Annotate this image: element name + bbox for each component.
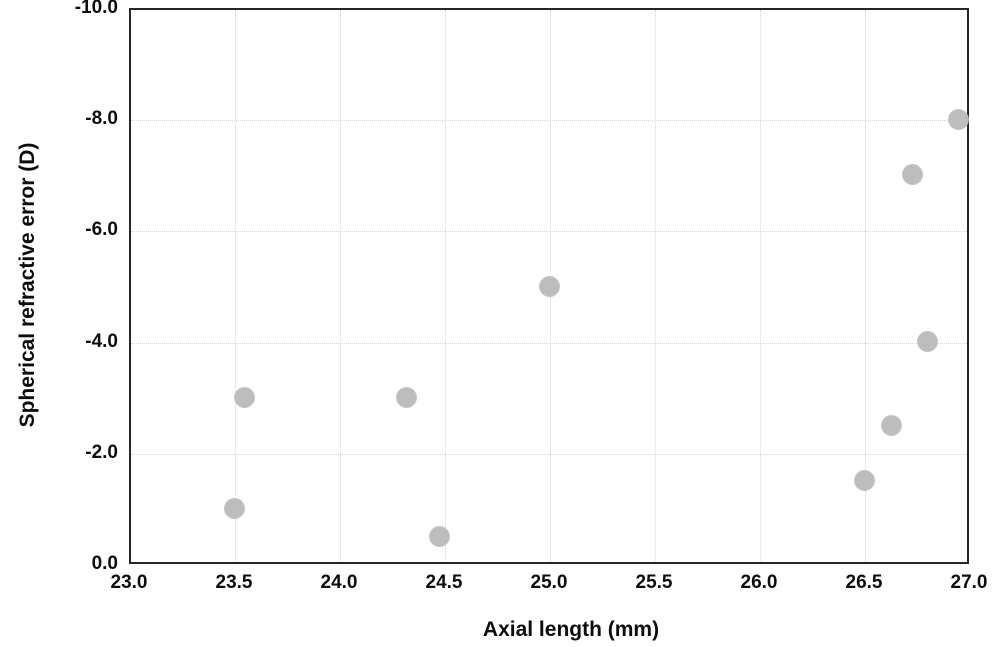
- vertical-gridline: [865, 10, 866, 562]
- horizontal-gridline: [131, 342, 967, 344]
- y-tick-label: -8.0: [85, 108, 118, 130]
- horizontal-gridline: [131, 120, 967, 122]
- x-tick-label: 25.0: [530, 572, 568, 593]
- y-tick-label: 0.0: [91, 553, 118, 574]
- y-tick-label: -4.0: [85, 330, 118, 352]
- y-tick-label: -10.0: [74, 0, 118, 18]
- x-tick-label: 26.0: [740, 572, 778, 593]
- data-point: [916, 331, 938, 353]
- data-point: [429, 525, 451, 547]
- vertical-gridline: [445, 10, 446, 562]
- x-tick-label: 26.5: [845, 572, 883, 593]
- y-axis-title: Spherical refractive error (D): [16, 142, 39, 428]
- x-tick-label: 24.5: [425, 572, 463, 593]
- vertical-gridline: [655, 10, 656, 562]
- data-point: [853, 470, 875, 492]
- data-point: [880, 414, 902, 436]
- plot-area: [129, 8, 969, 564]
- data-point: [234, 386, 255, 408]
- x-tick-label: 23.0: [110, 572, 148, 593]
- data-point: [901, 164, 923, 186]
- x-tick-label: 27.0: [950, 572, 988, 593]
- horizontal-gridline: [131, 231, 967, 233]
- x-axis-title: Axial length (mm): [482, 618, 660, 641]
- y-tick-label: -6.0: [85, 219, 118, 241]
- data-point: [538, 275, 560, 297]
- vertical-gridline: [760, 10, 761, 562]
- y-tick-label: -2.0: [85, 441, 118, 463]
- vertical-gridline: [340, 10, 341, 562]
- data-point: [948, 108, 969, 130]
- data-point: [223, 497, 245, 519]
- x-tick-label: 23.5: [215, 572, 253, 593]
- x-tick-label: 25.5: [635, 572, 673, 593]
- data-point: [395, 386, 417, 408]
- vertical-gridline: [235, 10, 236, 562]
- x-tick-label: 24.0: [320, 572, 358, 593]
- horizontal-gridline: [131, 453, 967, 455]
